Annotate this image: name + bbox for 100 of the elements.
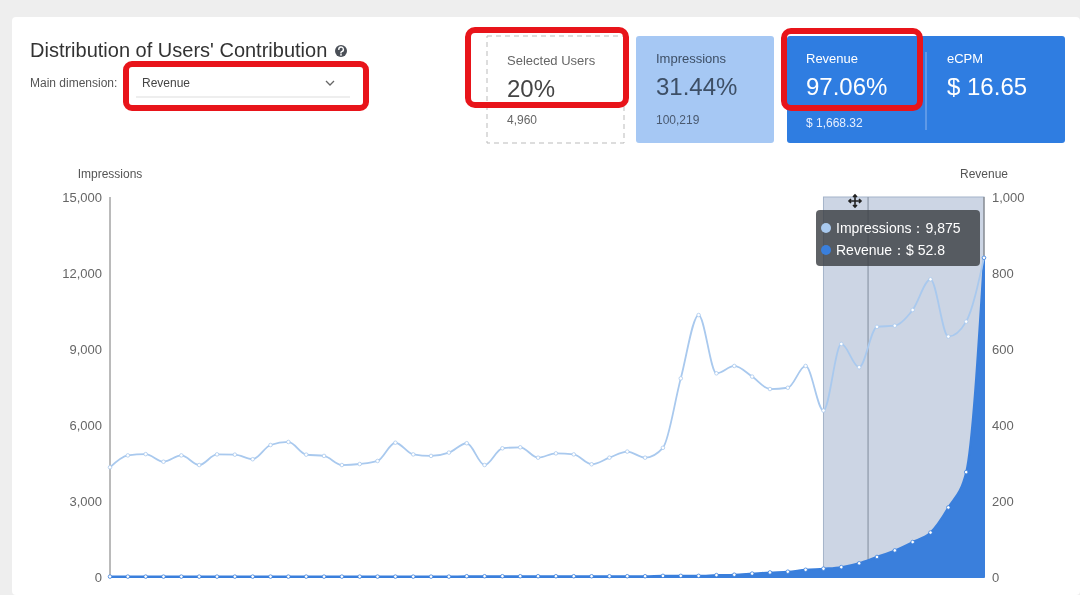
point	[518, 574, 523, 579]
point	[125, 574, 131, 579]
point	[107, 574, 113, 579]
text: Impressions	[656, 51, 727, 66]
point	[268, 574, 273, 579]
point	[143, 451, 148, 457]
point	[446, 450, 452, 455]
point	[803, 363, 808, 369]
point	[500, 446, 505, 451]
y2-axis-title: Revenue	[959, 167, 1009, 181]
point	[678, 573, 683, 579]
point	[571, 452, 576, 457]
y2-tick-label: 400	[992, 417, 1014, 433]
point	[749, 374, 755, 379]
point	[179, 574, 184, 579]
point	[892, 548, 897, 553]
point	[910, 307, 915, 313]
point	[821, 566, 826, 571]
point	[464, 441, 469, 446]
point	[321, 453, 327, 459]
point	[428, 453, 434, 459]
y-tick-label: 15,000	[62, 189, 102, 205]
point	[589, 574, 594, 579]
point	[464, 574, 469, 579]
point	[411, 452, 416, 457]
point	[357, 461, 362, 467]
point	[856, 365, 862, 370]
text: Revenue	[806, 51, 859, 66]
point	[535, 455, 541, 460]
point	[553, 574, 559, 579]
text: $ 1,668.32	[806, 116, 864, 130]
point	[214, 452, 220, 457]
point	[714, 572, 719, 578]
y2-tick-label: 600	[992, 341, 1014, 357]
point	[393, 440, 398, 445]
point	[518, 445, 523, 450]
point	[660, 445, 666, 450]
point	[696, 573, 701, 579]
point	[963, 319, 969, 324]
y-axis-title: Impressions	[77, 167, 143, 181]
point	[839, 341, 844, 347]
y-tick-label: 9,000	[69, 341, 102, 357]
point	[607, 455, 612, 460]
point	[678, 376, 683, 381]
point	[232, 574, 238, 579]
point	[553, 451, 559, 456]
point	[767, 386, 773, 392]
y2-tick-label: 200	[992, 493, 1014, 509]
point	[874, 324, 880, 330]
point	[232, 452, 238, 457]
point	[214, 574, 220, 579]
point	[963, 469, 969, 475]
point	[107, 465, 113, 470]
point	[892, 323, 897, 328]
point	[339, 574, 345, 579]
y-tick-label: 3,000	[69, 493, 102, 509]
text: eCPM	[947, 51, 984, 66]
point	[125, 453, 131, 458]
point	[482, 574, 487, 579]
text: Main dimension:	[30, 76, 118, 90]
point	[500, 574, 505, 579]
annotation: Impressions：9,875	[836, 220, 961, 236]
y2-tick-label: 0	[992, 569, 1000, 585]
point	[642, 455, 648, 460]
y-tick-label: 6,000	[69, 417, 102, 433]
point	[767, 570, 773, 575]
point	[339, 462, 345, 468]
y2-tick-label: 1,000	[992, 189, 1025, 205]
point	[714, 371, 719, 376]
point	[304, 574, 309, 579]
point	[286, 439, 291, 445]
y2-tick-label: 800	[992, 265, 1014, 281]
text: Revenue	[142, 76, 191, 90]
point	[696, 312, 701, 318]
point	[589, 462, 594, 467]
point	[250, 457, 255, 462]
annotation: Revenue：$ 52.8	[836, 242, 946, 258]
point	[749, 571, 755, 576]
point	[607, 574, 612, 579]
point	[197, 574, 202, 579]
point	[928, 277, 933, 282]
text: 4,960	[507, 113, 538, 127]
text: 100,219	[656, 113, 700, 127]
point	[197, 462, 202, 468]
chart-title: Distribution of Users' Contribution	[30, 39, 328, 61]
point	[625, 574, 630, 579]
point	[874, 554, 880, 560]
y-tick-label: 0	[94, 569, 102, 585]
point	[625, 449, 630, 454]
point	[268, 442, 273, 448]
point	[856, 561, 862, 566]
point	[161, 574, 166, 579]
point	[821, 408, 826, 413]
point	[161, 459, 166, 464]
point	[732, 572, 737, 577]
point	[910, 539, 915, 545]
point	[286, 574, 291, 579]
point	[660, 573, 666, 579]
point	[803, 567, 808, 572]
point	[482, 462, 487, 468]
